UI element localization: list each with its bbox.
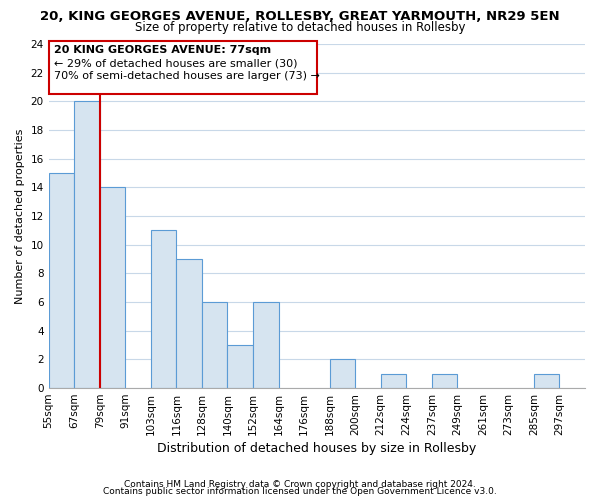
Bar <box>49 173 74 388</box>
Bar <box>380 374 406 388</box>
Bar <box>176 259 202 388</box>
Bar <box>100 188 125 388</box>
Bar <box>74 102 100 388</box>
Bar <box>151 230 176 388</box>
Text: Contains HM Land Registry data © Crown copyright and database right 2024.: Contains HM Land Registry data © Crown c… <box>124 480 476 489</box>
Text: 70% of semi-detached houses are larger (73) →: 70% of semi-detached houses are larger (… <box>54 71 320 81</box>
Bar <box>534 374 559 388</box>
Bar <box>202 302 227 388</box>
X-axis label: Distribution of detached houses by size in Rollesby: Distribution of detached houses by size … <box>157 442 476 455</box>
Bar <box>329 360 355 388</box>
Text: ← 29% of detached houses are smaller (30): ← 29% of detached houses are smaller (30… <box>54 58 297 68</box>
Bar <box>432 374 457 388</box>
Text: Contains public sector information licensed under the Open Government Licence v3: Contains public sector information licen… <box>103 487 497 496</box>
FancyBboxPatch shape <box>49 41 317 94</box>
Bar <box>253 302 278 388</box>
Text: 20 KING GEORGES AVENUE: 77sqm: 20 KING GEORGES AVENUE: 77sqm <box>54 46 271 56</box>
Bar <box>227 345 253 388</box>
Text: 20, KING GEORGES AVENUE, ROLLESBY, GREAT YARMOUTH, NR29 5EN: 20, KING GEORGES AVENUE, ROLLESBY, GREAT… <box>40 10 560 23</box>
Y-axis label: Number of detached properties: Number of detached properties <box>15 128 25 304</box>
Text: Size of property relative to detached houses in Rollesby: Size of property relative to detached ho… <box>135 21 465 34</box>
